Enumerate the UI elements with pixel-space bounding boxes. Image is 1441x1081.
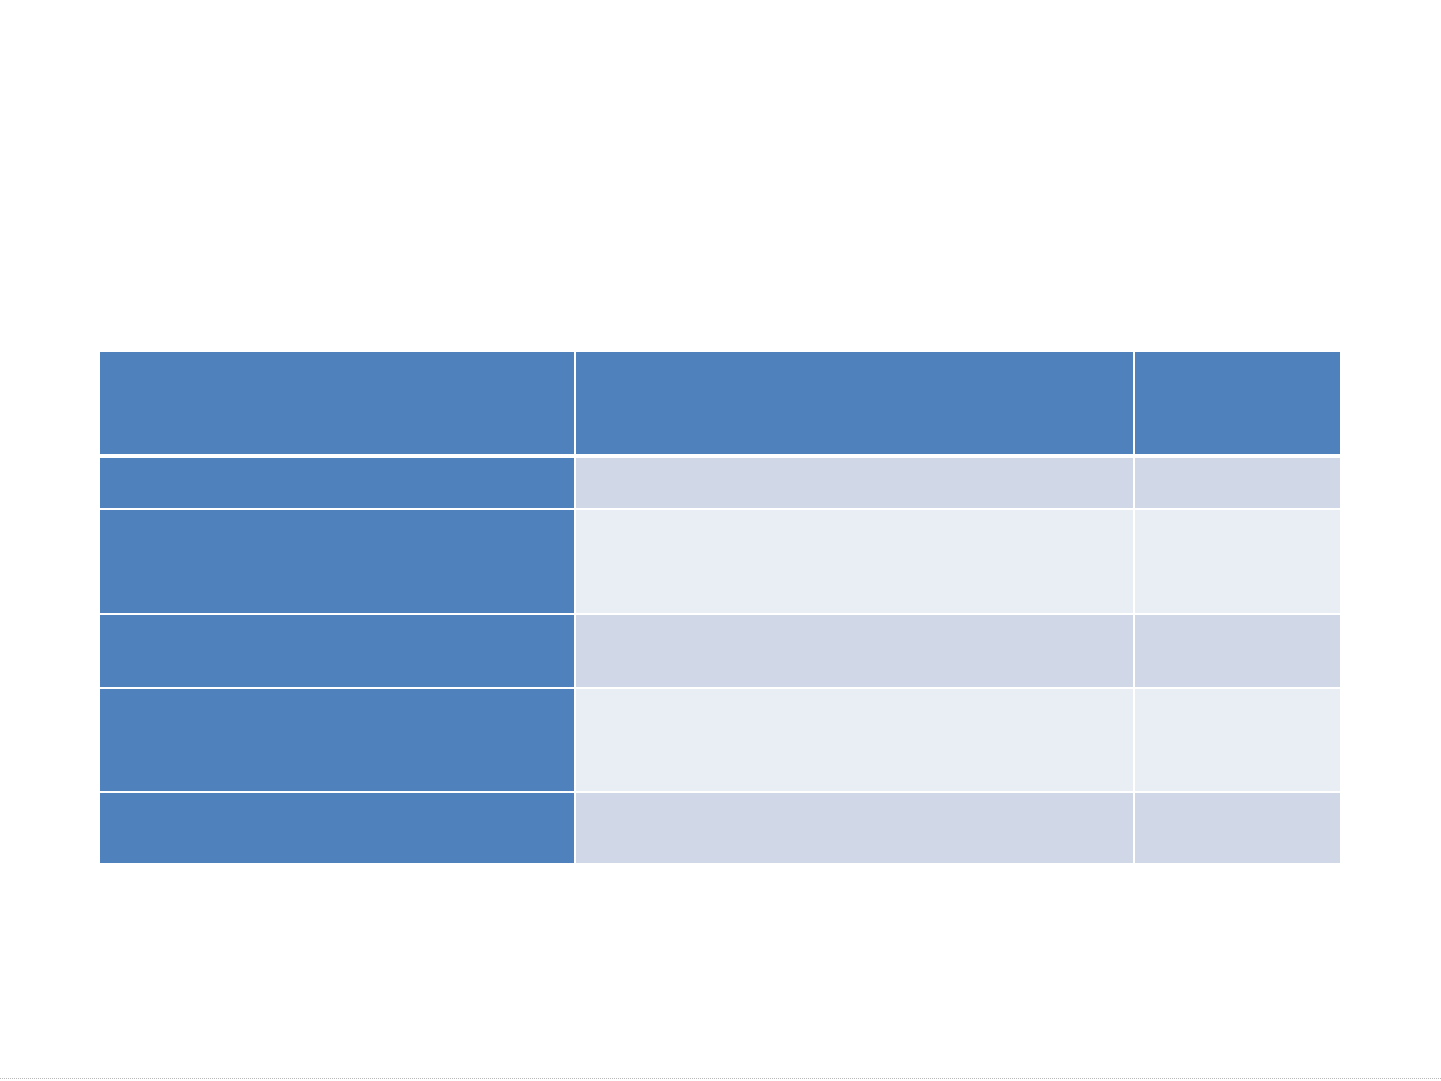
- table-cell: [1135, 689, 1340, 791]
- table-cell: [576, 510, 1133, 613]
- header-cell: [1135, 352, 1340, 454]
- row-header-cell: [100, 510, 574, 613]
- table-cell: [1135, 615, 1340, 687]
- table-cell: [1135, 458, 1340, 508]
- row-header-cell: [100, 458, 574, 508]
- header-cell: [576, 352, 1133, 454]
- row-header-cell: [100, 689, 574, 791]
- row-header-cell: [100, 615, 574, 687]
- table-cell: [576, 793, 1133, 863]
- table-cell: [1135, 510, 1340, 613]
- bottom-rule: [0, 1078, 1441, 1079]
- row-header-cell: [100, 793, 574, 863]
- table-cell: [1135, 793, 1340, 863]
- header-cell: [100, 352, 574, 454]
- table-cell: [576, 458, 1133, 508]
- table-cell: [576, 689, 1133, 791]
- table-cell: [576, 615, 1133, 687]
